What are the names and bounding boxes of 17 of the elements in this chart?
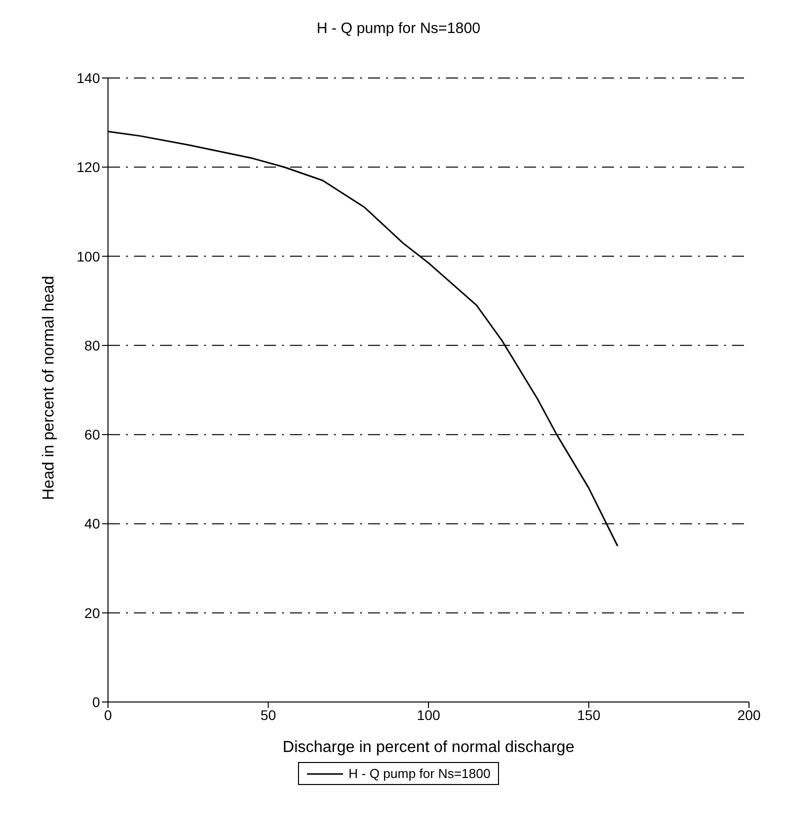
y-tick-label: 100 xyxy=(76,248,100,264)
chart-title: H - Q pump for Ns=1800 xyxy=(316,20,482,37)
y-tick-label: 60 xyxy=(84,426,100,443)
y-tick-label: 0 xyxy=(92,694,100,710)
x-tick-label: 200 xyxy=(737,706,761,723)
legend-label: H - Q pump for Ns=1800 xyxy=(348,766,490,781)
y-tick-label: 20 xyxy=(84,604,100,621)
x-tick-label: 100 xyxy=(416,706,440,723)
y-axis-title: Head in percent of normal head xyxy=(40,276,58,500)
y-tick-label: 80 xyxy=(84,337,100,354)
x-tick-label: 50 xyxy=(260,706,276,723)
y-tick-label: 40 xyxy=(84,516,100,532)
y-tick-label: 120 xyxy=(76,159,100,176)
y-tick-label: 140 xyxy=(76,70,100,86)
x-tick-label: 0 xyxy=(104,706,112,723)
x-tick-label: 150 xyxy=(577,706,601,723)
x-axis-title: Discharge in percent of normal discharge xyxy=(282,739,574,756)
